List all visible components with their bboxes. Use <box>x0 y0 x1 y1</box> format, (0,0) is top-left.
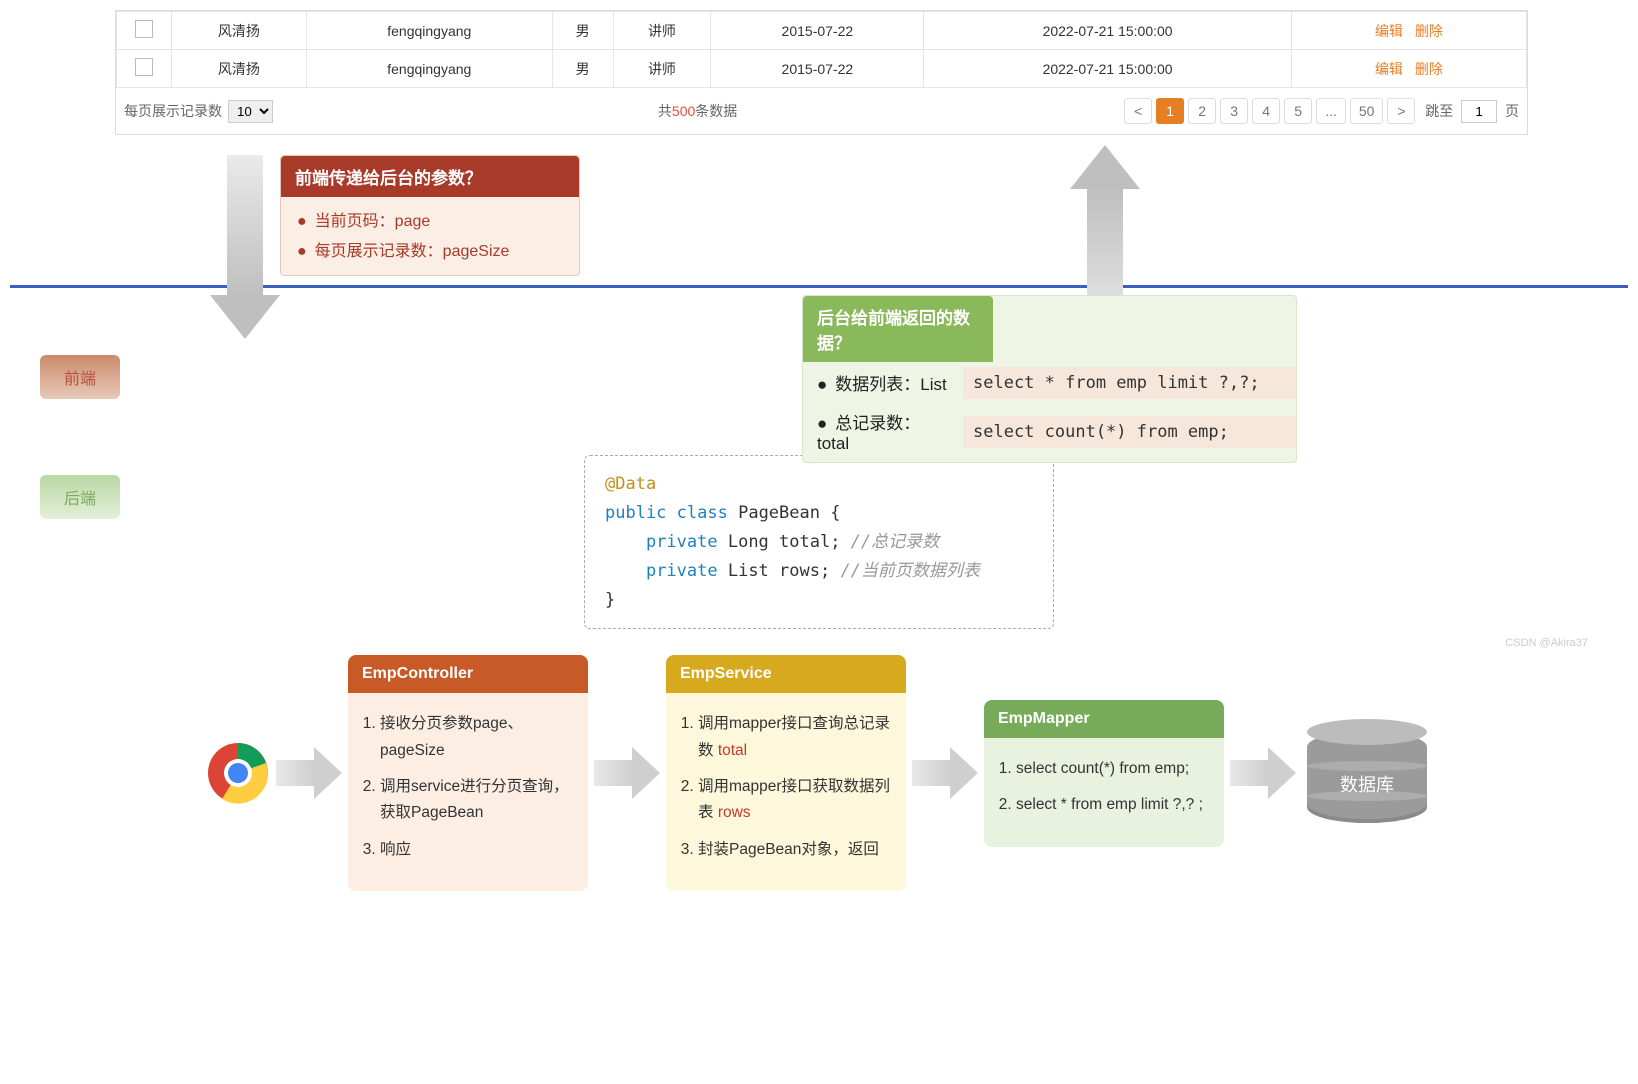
table-row: 风清扬fengqingyang男讲师2015-07-222022-07-21 1… <box>117 50 1527 88</box>
database-icon: 数据库 <box>1302 713 1432 833</box>
arrow-right-icon <box>594 747 660 799</box>
response-row: 数据列表：Listselect * from emp limit ?,?; <box>803 364 1296 401</box>
cell-ts: 2022-07-21 15:00:00 <box>924 50 1291 88</box>
list-item: 调用mapper接口查询总记录数 total <box>698 711 896 764</box>
cell-name: 风清扬 <box>172 50 307 88</box>
delete-link[interactable]: 删除 <box>1415 61 1443 77</box>
backend-label: 后端 <box>40 475 120 519</box>
service-title: EmpService <box>666 655 906 693</box>
checkbox[interactable] <box>135 20 153 38</box>
cell-pinyin: fengqingyang <box>306 50 552 88</box>
table-row: 风清扬fengqingyang男讲师2015-07-222022-07-21 1… <box>117 12 1527 50</box>
data-table: 风清扬fengqingyang男讲师2015-07-222022-07-21 1… <box>115 10 1528 135</box>
cell-gender: 男 <box>552 12 613 50</box>
list-item: 响应 <box>380 837 578 863</box>
arrow-right-icon <box>276 747 342 799</box>
mapper-card: EmpMapper select count(*) from emp; selec… <box>984 700 1224 847</box>
list-item: 每页展示记录数：pageSize <box>297 237 563 261</box>
response-data-box: 后台给前端返回的数据？ 数据列表：Listselect * from emp l… <box>802 295 1297 463</box>
page-button[interactable]: ... <box>1316 98 1346 124</box>
pager: 每页展示记录数 10 共500条数据 <12345...50> 跳至 页 <box>116 88 1527 134</box>
mid-diagram: 前端 后端 前端传递给后台的参数？ 当前页码：page每页展示记录数：pageS… <box>10 145 1628 445</box>
list-item: 当前页码：page <box>297 207 563 231</box>
arrow-right-icon <box>912 747 978 799</box>
pagebean-code: @Data public class PageBean { private Lo… <box>584 455 1054 629</box>
per-page-select[interactable]: 10 <box>228 100 273 123</box>
cell-ts: 2022-07-21 15:00:00 <box>924 12 1291 50</box>
request-params-title: 前端传递给后台的参数？ <box>281 156 579 197</box>
flow-diagram: EmpController 接收分页参数page、pageSize 调用servi… <box>20 655 1618 891</box>
list-item: 封装PageBean对象，返回 <box>698 837 896 863</box>
mapper-title: EmpMapper <box>984 700 1224 738</box>
list-item: select count(*) from emp; <box>1016 756 1214 782</box>
database-label: 数据库 <box>1302 771 1432 797</box>
cell-gender: 男 <box>552 50 613 88</box>
page-button[interactable]: 1 <box>1156 98 1184 124</box>
page-button[interactable]: < <box>1124 98 1152 124</box>
page-button[interactable]: 50 <box>1350 98 1384 124</box>
response-row: 总记录数：totalselect count(*) from emp; <box>803 403 1296 460</box>
cell-date: 2015-07-22 <box>711 50 924 88</box>
sql-text: select * from emp limit ?,?; <box>963 367 1296 399</box>
jump-input[interactable] <box>1461 100 1497 123</box>
per-page-label: 每页展示记录数 <box>124 101 222 121</box>
page-button[interactable]: 2 <box>1188 98 1216 124</box>
cell-pinyin: fengqingyang <box>306 12 552 50</box>
page-button[interactable]: 3 <box>1220 98 1248 124</box>
cell-role: 讲师 <box>613 12 711 50</box>
list-item: 调用service进行分页查询，获取PageBean <box>380 774 578 827</box>
cell-name: 风清扬 <box>172 12 307 50</box>
controller-card: EmpController 接收分页参数page、pageSize 调用servi… <box>348 655 588 891</box>
response-data-title: 后台给前端返回的数据？ <box>803 296 993 362</box>
page-button[interactable]: > <box>1387 98 1415 124</box>
page-button[interactable]: 5 <box>1284 98 1312 124</box>
chrome-icon <box>206 741 270 805</box>
list-item: select * from emp limit ?,? ; <box>1016 792 1214 818</box>
sql-text: select count(*) from emp; <box>963 416 1296 448</box>
cell-role: 讲师 <box>613 50 711 88</box>
service-card: EmpService 调用mapper接口查询总记录数 total 调用mapp… <box>666 655 906 891</box>
page-buttons: <12345...50> <box>1122 98 1417 124</box>
delete-link[interactable]: 删除 <box>1415 23 1443 39</box>
request-params-box: 前端传递给后台的参数？ 当前页码：page 每页展示记录数：pageSize <box>280 155 580 276</box>
cell-date: 2015-07-22 <box>711 12 924 50</box>
total-count: 500 <box>672 103 695 119</box>
page-button[interactable]: 4 <box>1252 98 1280 124</box>
controller-title: EmpController <box>348 655 588 693</box>
watermark: CSDN @Akira37 <box>10 637 1588 649</box>
edit-link[interactable]: 编辑 <box>1375 23 1403 39</box>
arrow-right-icon <box>1230 747 1296 799</box>
frontend-label: 前端 <box>40 355 120 399</box>
list-item: 接收分页参数page、pageSize <box>380 711 578 764</box>
arrow-down-icon <box>210 155 280 345</box>
list-item: 调用mapper接口获取数据列表 rows <box>698 774 896 827</box>
checkbox[interactable] <box>135 58 153 76</box>
edit-link[interactable]: 编辑 <box>1375 61 1403 77</box>
